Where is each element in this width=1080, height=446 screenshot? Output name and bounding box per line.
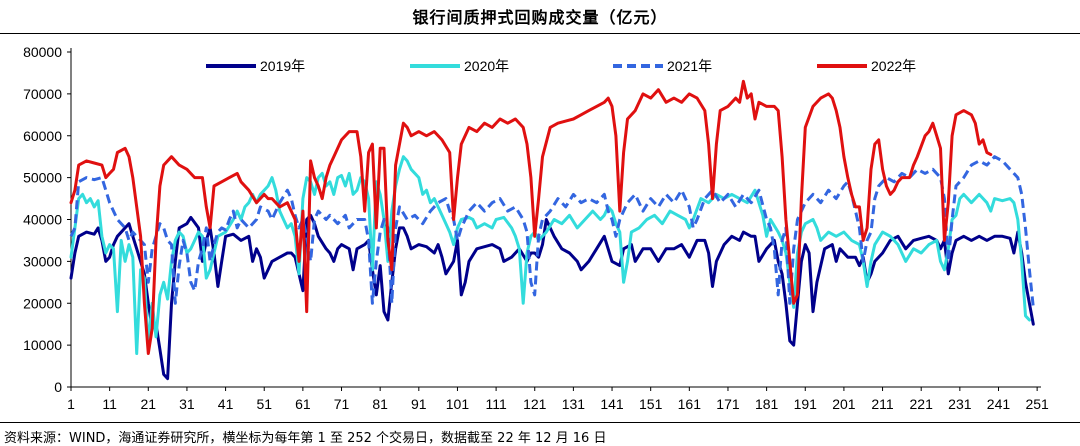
chart-title: 银行间质押式回购成交量（亿元） bbox=[412, 8, 668, 27]
x-tick-label: 41 bbox=[218, 396, 234, 412]
y-tick-label: 10000 bbox=[23, 337, 62, 353]
x-tick-label: 111 bbox=[485, 396, 506, 412]
x-tick-label: 191 bbox=[794, 396, 818, 412]
x-tick-label: 161 bbox=[678, 396, 702, 412]
x-tick-label: 251 bbox=[1025, 396, 1049, 412]
series-line-2021年 bbox=[69, 155, 1035, 308]
y-tick-label: 50000 bbox=[23, 170, 62, 186]
x-tick-label: 91 bbox=[411, 396, 427, 412]
legend-label: 2019年 bbox=[260, 58, 305, 74]
x-tick-label: 131 bbox=[562, 396, 586, 412]
x-tick-label: 61 bbox=[295, 396, 311, 412]
legend-label: 2021年 bbox=[667, 58, 712, 74]
x-tick-label: 11 bbox=[102, 396, 117, 412]
top-rule bbox=[0, 33, 1080, 34]
x-tick-label: 101 bbox=[446, 396, 470, 412]
x-tick-label: 221 bbox=[910, 396, 934, 412]
x-tick-label: 151 bbox=[639, 396, 663, 412]
series-line-2022年 bbox=[69, 79, 993, 355]
x-tick-label: 81 bbox=[372, 396, 388, 412]
series-line-2020年 bbox=[69, 155, 1031, 355]
x-tick-label: 71 bbox=[334, 396, 350, 412]
x-tick-label: 1 bbox=[67, 396, 75, 412]
x-tick-label: 51 bbox=[256, 396, 272, 412]
x-tick-label: 31 bbox=[179, 396, 195, 412]
line-chart: 0 10000 20000 30000 40000 50000 60000 70000 8000… bbox=[23, 44, 1049, 412]
y-tick-label: 60000 bbox=[23, 128, 62, 144]
source-note: 资料来源：WIND，海通证券研究所，横坐标为每年第 1 至 252 个交易日，数… bbox=[4, 431, 607, 446]
y-tick-label: 20000 bbox=[23, 295, 62, 311]
y-tick-label: 80000 bbox=[23, 44, 62, 60]
x-tick-label: 171 bbox=[716, 396, 740, 412]
x-tick-label: 181 bbox=[755, 396, 779, 412]
x-tick-label: 231 bbox=[948, 396, 972, 412]
x-tick-label: 211 bbox=[871, 396, 894, 412]
y-tick-label: 70000 bbox=[23, 86, 62, 102]
y-tick-label: 30000 bbox=[23, 253, 62, 269]
bottom-rule bbox=[0, 422, 1080, 423]
x-tick-label: 21 bbox=[141, 396, 157, 412]
x-tick-label: 121 bbox=[523, 396, 547, 412]
legend-label: 2020年 bbox=[464, 58, 509, 74]
x-tick-label: 201 bbox=[832, 396, 856, 412]
x-tick-label: 141 bbox=[600, 396, 624, 412]
y-tick-label: 0 bbox=[54, 379, 62, 395]
x-tick-label: 241 bbox=[987, 396, 1011, 412]
legend-label: 2022年 bbox=[871, 58, 916, 74]
y-tick-label: 40000 bbox=[23, 212, 62, 228]
